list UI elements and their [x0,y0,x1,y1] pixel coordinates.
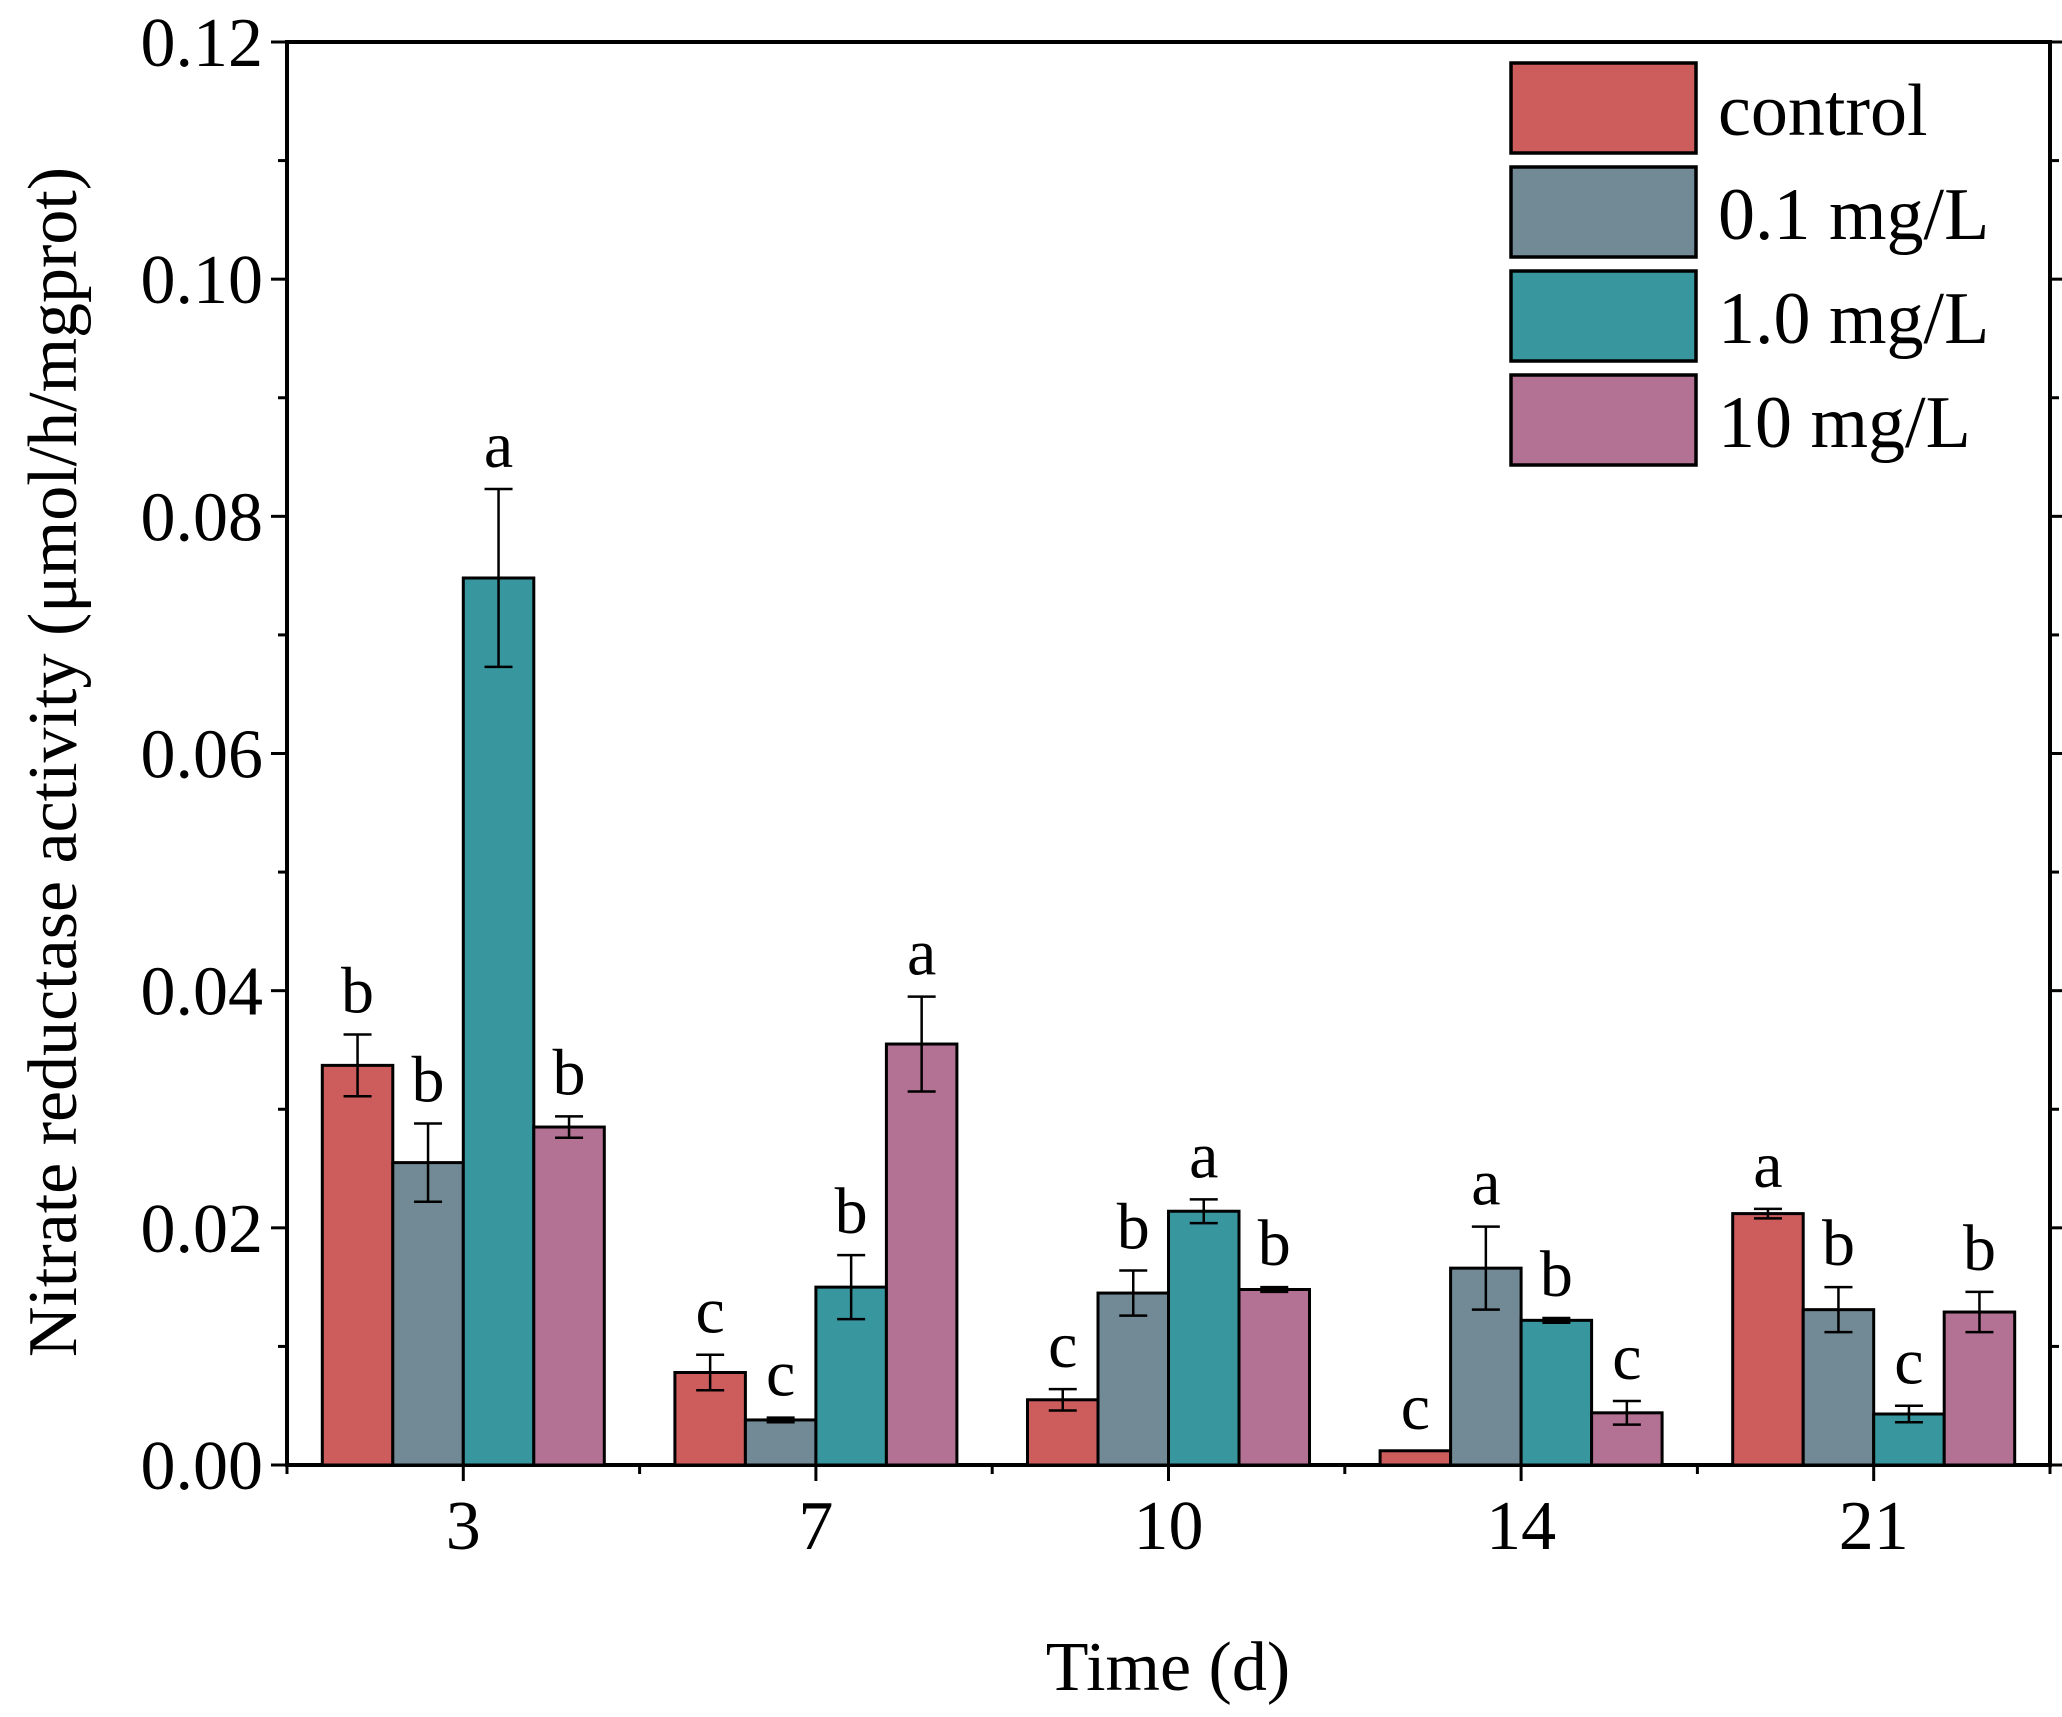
significance-letter: c [1894,1326,1923,1399]
bar-0-1-mg-l-day-21 [1801,1308,1876,1467]
legend: control 0.1 mg/L 1.0 mg/L 10 mg/L [1509,61,1989,467]
error-bar [1189,1198,1218,1225]
significance-letter: c [766,1338,795,1411]
legend-label: control [1718,70,1928,152]
error-bar [696,1353,725,1392]
bar-control-day-14 [1378,1449,1453,1467]
bar-0-1-mg-l-day-7 [743,1418,818,1467]
bar-control-day-3 [320,1063,395,1467]
y-tick-label: 0.08 [141,479,264,556]
significance-letter: b [1822,1207,1855,1280]
legend-label: 0.1 mg/L [1718,174,1989,256]
y-tick-label: 0.04 [141,954,264,1031]
significance-letter: b [1540,1238,1573,1311]
bar-1-0-mg-l-day-14 [1519,1318,1594,1467]
error-bar [1965,1290,1994,1334]
bar-0-1-mg-l-day-10 [1096,1291,1170,1467]
bar-10-mg-l-day-21 [1942,1310,2017,1467]
significance-letter: c [1612,1321,1641,1394]
significance-letter: a [1753,1129,1782,1202]
error-bar [1612,1399,1641,1426]
x-axis-title: Time (d) [1046,1629,1290,1706]
bar-10-mg-l-day-7 [884,1042,959,1467]
legend-label: 1.0 mg/L [1718,278,1989,360]
significance-letter: a [1471,1147,1500,1220]
significance-letter: b [835,1175,868,1248]
legend-item: 0.1 mg/L [1509,165,1989,259]
error-bar [837,1253,866,1321]
bar-10-mg-l-day-10 [1237,1287,1311,1467]
bar-control-day-21 [1731,1212,1805,1467]
y-tick-label: 0.12 [141,5,264,82]
x-tick-label: 21 [1839,1488,1909,1565]
x-tick-label: 3 [446,1488,481,1565]
error-bar [1471,1225,1500,1311]
error-bar [1119,1269,1148,1317]
significance-letter: b [412,1043,445,1116]
axes: 0.00 0.02 0.04 0.06 0.08 0.10 0.12 3 7 10 14 21 [141,5,2062,1565]
significance-letter: a [1189,1119,1218,1192]
error-bar [1894,1404,1923,1424]
error-bar [1542,1316,1571,1324]
bar-1-0-mg-l-day-10 [1167,1209,1241,1467]
significance-letter: b [341,955,374,1028]
error-bar [1824,1285,1853,1334]
significance-letter: c [696,1275,725,1348]
legend-label: 10 mg/L [1718,382,1971,464]
error-bar [1048,1387,1077,1412]
error-bar [555,1115,584,1139]
significance-letter: b [1117,1191,1150,1264]
legend-swatch [1509,61,1698,155]
legend-swatch [1509,269,1698,363]
significance-letter: b [1963,1212,1996,1285]
error-bar [907,995,936,1093]
error-bar [484,487,513,669]
significance-letter: c [1048,1309,1077,1382]
y-axis-title: Nitrate reductase activity (μmol/h/mgpro… [15,167,92,1357]
error-bar [766,1416,795,1424]
significance-letter: c [1401,1371,1430,1444]
error-bar [1260,1285,1289,1294]
x-tick-label: 10 [1134,1488,1204,1565]
bar-1-0-mg-l-day-3 [461,576,536,1467]
significance-letter: a [907,917,936,990]
legend-swatch [1509,165,1698,259]
y-tick-label: 0.06 [141,717,264,794]
significance-letter: b [553,1036,586,1109]
error-bar [1753,1207,1782,1220]
significance-letter: a [484,409,513,482]
significance-letter: b [1258,1207,1291,1280]
legend-item: control [1509,61,1928,155]
bar-10-mg-l-day-3 [532,1125,606,1467]
y-tick-label: 0.00 [141,1428,264,1505]
error-bar [414,1122,443,1203]
y-tick-label: 0.02 [141,1191,264,1268]
bar-0-1-mg-l-day-3 [391,1161,465,1467]
y-tick-label: 0.10 [141,242,264,319]
x-tick-label: 14 [1486,1488,1556,1565]
legend-swatch [1509,373,1698,467]
x-tick-label: 7 [798,1488,833,1565]
legend-item: 10 mg/L [1509,373,1971,467]
error-bar [343,1033,372,1098]
legend-item: 1.0 mg/L [1509,269,1989,363]
